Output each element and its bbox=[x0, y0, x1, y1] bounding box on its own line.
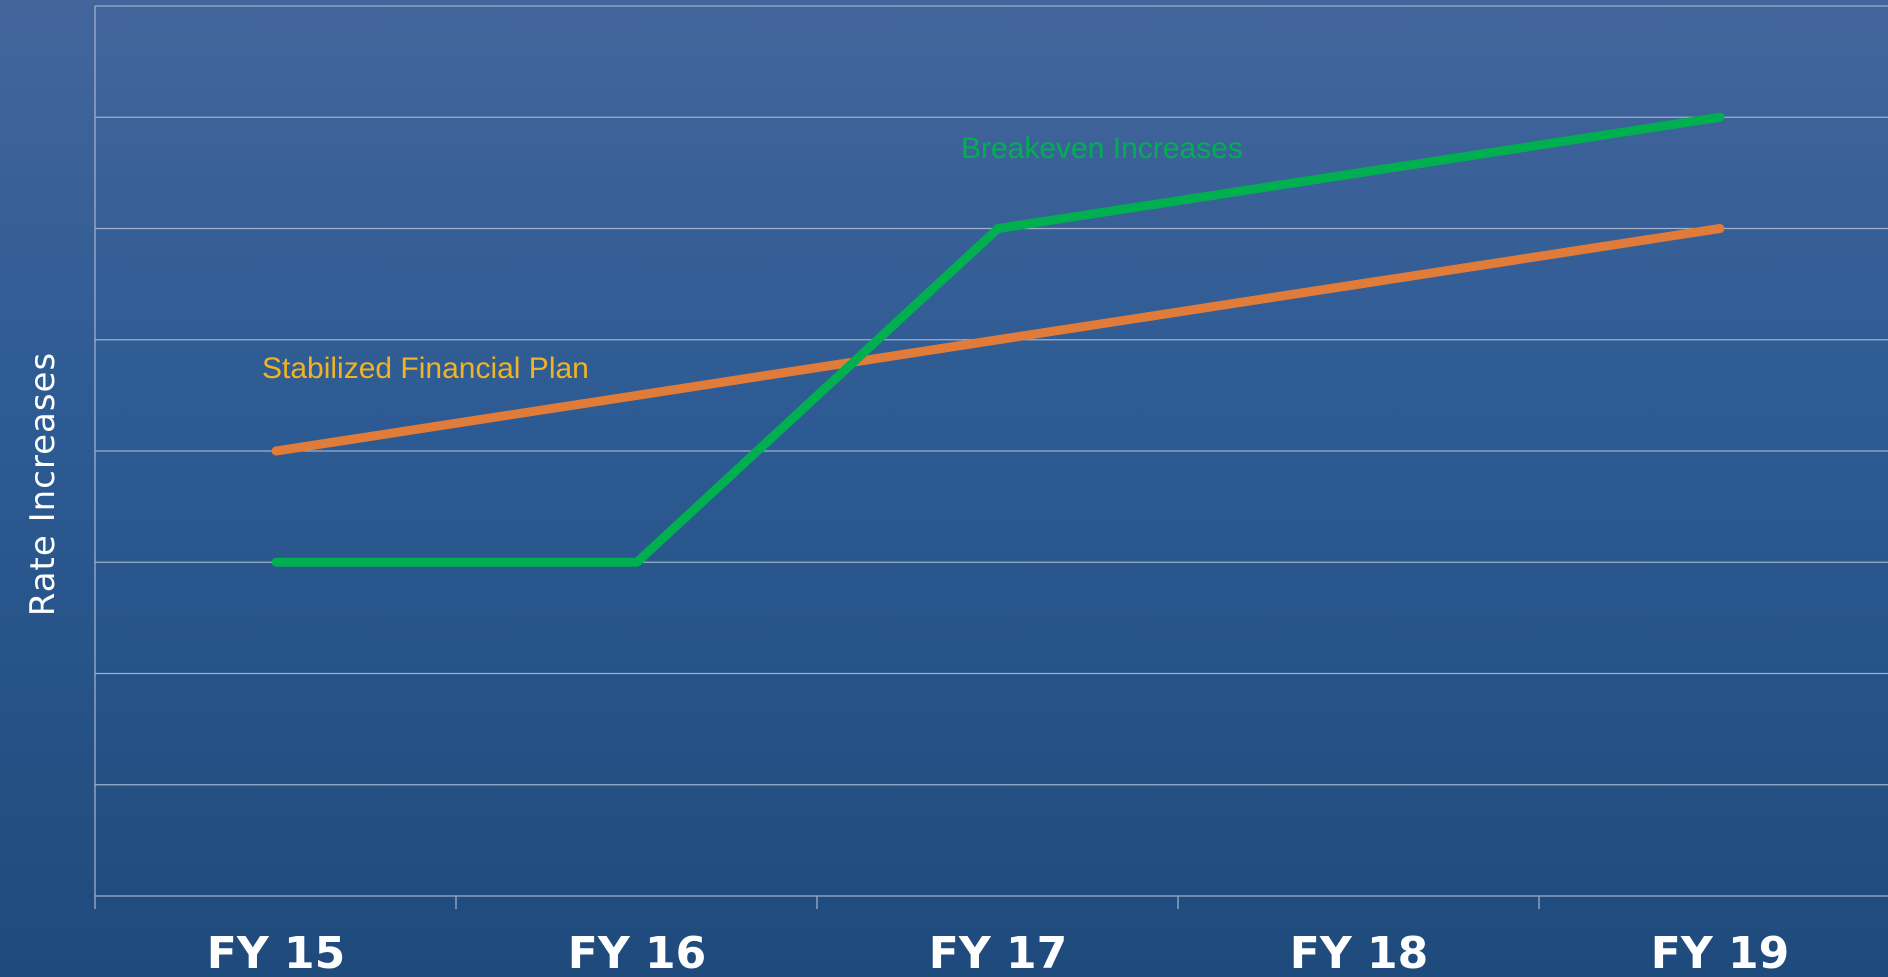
x-tick-label: FY 19 bbox=[1651, 928, 1789, 977]
x-tick-label: FY 17 bbox=[929, 928, 1067, 977]
x-tick-label: FY 15 bbox=[207, 928, 345, 977]
series-line-1 bbox=[271, 112, 1725, 567]
axes bbox=[94, 6, 1888, 909]
series-lines bbox=[271, 112, 1725, 567]
x-tick-label: FY 16 bbox=[568, 928, 706, 977]
series-annotation-0: Stabilized Financial Plan bbox=[262, 352, 589, 385]
gridlines bbox=[95, 5, 1888, 786]
series-annotation-1: Breakeven Increases bbox=[961, 132, 1243, 165]
x-tick-label: FY 18 bbox=[1290, 928, 1428, 977]
series-annotations: Stabilized Financial Plan Breakeven Incre… bbox=[262, 132, 1243, 385]
series-line-0 bbox=[271, 224, 1725, 456]
x-tick-labels: FY 15 FY 16 FY 17 FY 18 FY 19 bbox=[207, 928, 1789, 977]
